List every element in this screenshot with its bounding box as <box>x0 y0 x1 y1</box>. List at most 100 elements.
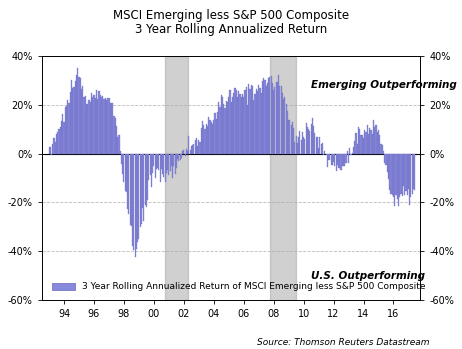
Bar <box>298 138 299 154</box>
Bar <box>59 129 60 154</box>
Bar <box>71 80 72 154</box>
Bar <box>131 154 132 226</box>
Bar <box>196 138 197 154</box>
Bar <box>91 92 92 154</box>
Bar <box>180 154 181 161</box>
Bar <box>349 148 350 154</box>
Bar <box>253 100 254 154</box>
Bar <box>76 75 77 154</box>
Bar <box>137 154 138 242</box>
Bar <box>187 151 188 154</box>
Bar <box>352 153 353 154</box>
Bar <box>145 154 146 205</box>
Bar <box>57 132 58 154</box>
Bar <box>61 121 62 154</box>
Bar <box>200 142 201 154</box>
Bar <box>92 97 93 154</box>
Bar <box>189 150 191 154</box>
Bar <box>317 136 318 154</box>
Bar <box>377 133 378 154</box>
Bar <box>230 90 231 154</box>
Bar <box>249 89 250 154</box>
Bar <box>203 125 204 154</box>
Bar <box>288 120 289 154</box>
Bar <box>216 119 217 154</box>
Bar <box>382 144 383 154</box>
Bar <box>270 56 296 300</box>
Bar <box>103 99 104 154</box>
Bar <box>142 154 143 208</box>
Bar <box>359 129 360 154</box>
Bar <box>202 121 203 154</box>
Bar <box>130 154 131 225</box>
Bar <box>106 99 107 154</box>
Bar <box>277 82 278 154</box>
Bar <box>60 127 61 154</box>
Bar <box>309 131 310 154</box>
Bar <box>157 154 158 168</box>
Bar <box>73 88 74 154</box>
Bar <box>358 127 359 154</box>
Bar <box>243 97 244 154</box>
Bar <box>201 128 202 154</box>
Bar <box>397 154 398 200</box>
Bar <box>383 151 384 154</box>
Bar <box>251 86 252 154</box>
Bar <box>289 120 291 154</box>
Bar <box>175 154 176 174</box>
Bar <box>77 68 79 154</box>
Bar <box>66 106 67 154</box>
Bar <box>327 154 328 167</box>
Bar <box>314 133 316 154</box>
Bar <box>176 154 177 168</box>
Bar <box>395 154 396 195</box>
Bar <box>166 154 167 173</box>
Bar <box>109 103 111 154</box>
Bar <box>113 116 115 154</box>
Bar <box>126 154 127 192</box>
Bar <box>155 154 156 178</box>
Bar <box>164 154 166 182</box>
Bar <box>146 154 147 207</box>
Bar <box>208 117 209 154</box>
Bar <box>193 144 195 154</box>
Bar <box>236 90 237 154</box>
Bar <box>305 124 307 154</box>
Bar <box>308 129 309 154</box>
Bar <box>353 147 354 154</box>
Bar <box>148 154 149 180</box>
Bar <box>360 135 362 154</box>
Bar <box>339 154 340 169</box>
Bar <box>206 124 207 154</box>
Bar <box>188 136 189 154</box>
Bar <box>304 140 305 154</box>
Bar <box>153 154 154 166</box>
Bar <box>218 102 219 154</box>
Bar <box>412 154 413 194</box>
Bar <box>97 98 98 154</box>
Bar <box>75 81 76 154</box>
Bar <box>136 154 137 248</box>
Bar <box>134 154 136 257</box>
Bar <box>125 154 126 191</box>
Bar <box>93 95 95 154</box>
Bar <box>141 154 142 224</box>
Bar <box>302 132 303 154</box>
Bar <box>321 144 322 154</box>
Bar <box>88 100 90 154</box>
Bar <box>219 106 220 154</box>
Bar <box>183 150 184 154</box>
Bar <box>198 140 200 154</box>
Bar <box>373 120 374 154</box>
Text: Source: Thomson Reuters Datastream: Source: Thomson Reuters Datastream <box>257 338 430 347</box>
Bar <box>112 103 113 154</box>
Bar <box>167 154 168 170</box>
Bar <box>332 154 333 165</box>
Bar <box>363 138 364 154</box>
Bar <box>340 154 341 170</box>
Bar <box>413 154 414 189</box>
Bar <box>95 98 96 154</box>
Bar <box>111 103 112 154</box>
Bar <box>165 56 188 300</box>
Bar <box>297 142 298 154</box>
